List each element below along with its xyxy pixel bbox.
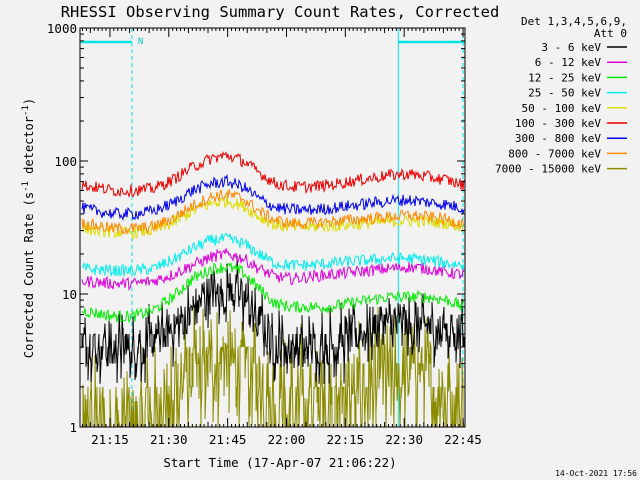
- legend-label: 100 - 300 keV: [515, 117, 601, 130]
- plot-frame: [79, 27, 466, 428]
- series-line-6: [81, 173, 465, 221]
- y-axis-label-mid: detector: [22, 116, 36, 181]
- y-axis-label-sup1: -1: [21, 181, 31, 192]
- x-axis: 21:15 21:30 21:45 22:00 22:15 22:30 22:45: [81, 28, 482, 447]
- x-tick-label: 21:45: [209, 432, 247, 447]
- series-lines: [81, 150, 465, 429]
- x-tick-label: 22:00: [268, 432, 306, 447]
- y-axis-label-sup2: -1: [21, 105, 31, 116]
- legend: Det 1,3,4,5,6,9, Att 0 3 - 6 keV 6 - 12 k…: [495, 15, 627, 176]
- legend-header-line-2: Att 0: [594, 27, 627, 40]
- legend-label: 7000 - 15000 keV: [495, 163, 601, 176]
- footer-date: 14-Oct-2021 17:56: [555, 469, 637, 478]
- legend-label: 300 - 800 keV: [515, 132, 601, 145]
- legend-label: 6 - 12 keV: [535, 56, 602, 69]
- legend-label: 12 - 25 keV: [528, 71, 601, 84]
- series-line-0: [81, 255, 465, 385]
- y-tick-label: 1: [69, 420, 77, 435]
- x-tick-label: 22:30: [385, 432, 423, 447]
- x-tick-label: 21:15: [91, 432, 129, 447]
- y-axis-label-end: ): [22, 98, 36, 105]
- y-tick-label: 1000: [47, 21, 77, 36]
- x-tick-label: 21:30: [150, 432, 188, 447]
- series-line-2: [81, 262, 465, 324]
- legend-label: 3 - 6 keV: [541, 41, 601, 54]
- x-tick-label: 22:45: [444, 432, 482, 447]
- series-line-5: [81, 150, 465, 199]
- chart-title: RHESSI Observing Summary Count Rates, Co…: [61, 3, 500, 21]
- legend-header-line-1: Det 1,3,4,5,6,9,: [521, 15, 627, 28]
- x-tick-label: 22:15: [327, 432, 365, 447]
- series-line-7: [81, 189, 465, 236]
- plot-area: N 1 10 100 1000 21:15 21:30 21:45 22:00 22:15 22…: [47, 21, 482, 447]
- legend-label: 800 - 7000 keV: [508, 147, 601, 160]
- legend-entries: 3 - 6 keV 6 - 12 keV 12 - 25 keV 25 - 50 ke…: [495, 41, 627, 176]
- y-tick-label: 10: [62, 287, 77, 302]
- y-axis-label: Corrected Count Rate (s-1 detector-1): [21, 98, 36, 358]
- series-line-3: [81, 232, 465, 277]
- x-axis-label: Start Time (17-Apr-07 21:06:22): [163, 455, 396, 470]
- legend-label: 50 - 100 keV: [522, 102, 602, 115]
- series-line-1: [81, 248, 465, 291]
- legend-label: 25 - 50 keV: [528, 87, 601, 100]
- y-axis-label-main: Corrected Count Rate (s: [22, 192, 36, 358]
- night-label: N: [138, 37, 143, 47]
- y-tick-label: 100: [54, 154, 77, 169]
